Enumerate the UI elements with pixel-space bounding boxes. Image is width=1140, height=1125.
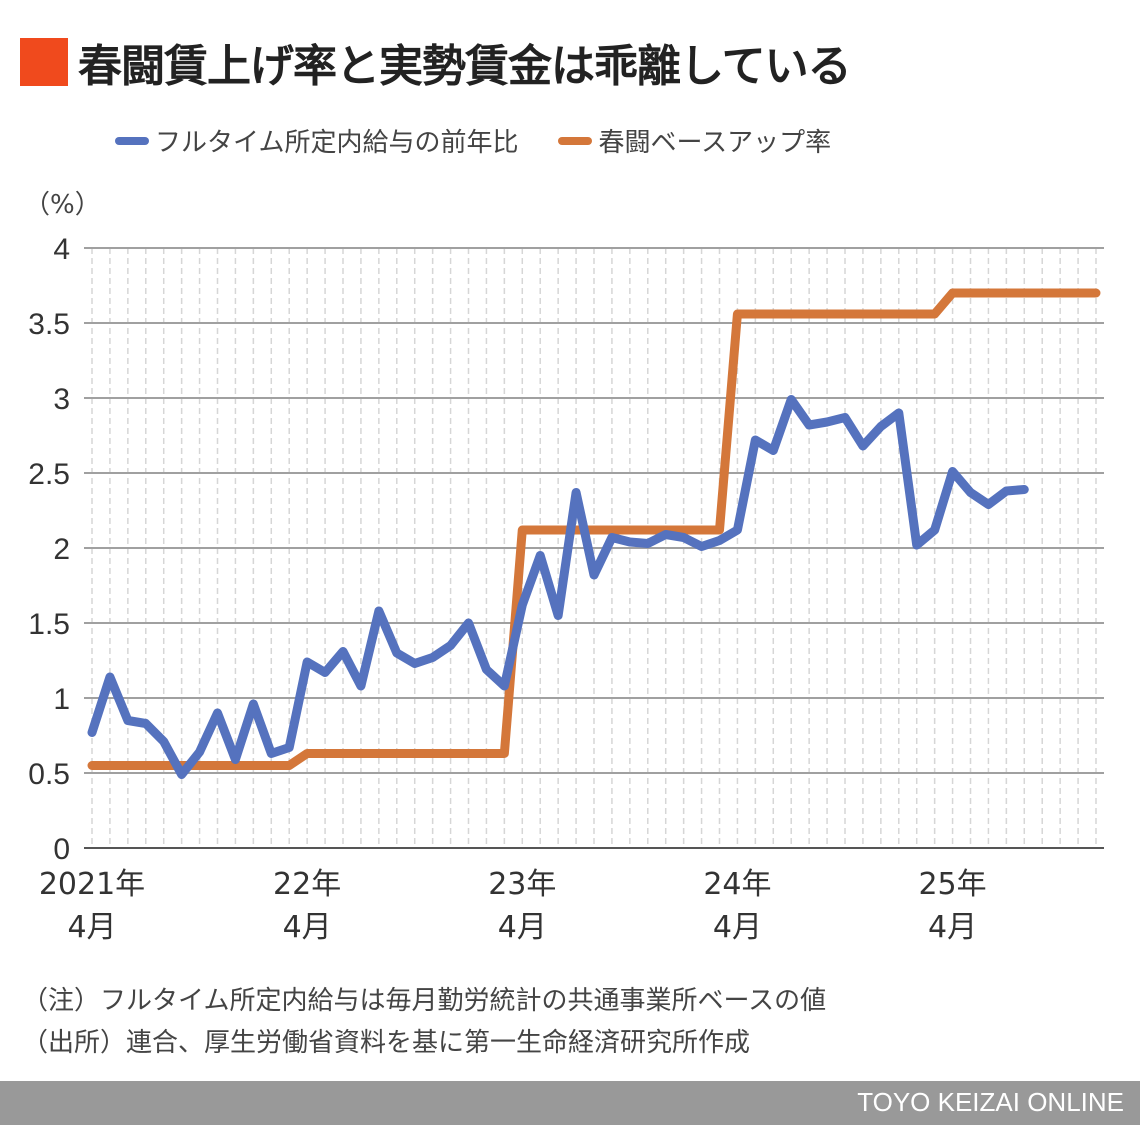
y-tick-label: 3.5 (28, 308, 70, 341)
x-tick-label: 4月 (67, 910, 116, 945)
x-tick-label: 2021年 (39, 867, 145, 902)
x-tick-label: 4月 (283, 910, 332, 945)
y-tick-label: 2 (53, 533, 70, 566)
legend: フルタイム所定内給与の前年比 春闘ベースアップ率 (115, 122, 871, 159)
line-chart: 0 0.5 1 1.5 2 2.5 3 3.5 4 2021年 4月 22年 4月 23年 4月 24年 4月 2… (28, 233, 1104, 945)
y-tick-label: 4 (53, 233, 70, 266)
y-tick-label: 1.5 (28, 608, 70, 641)
legend-item-orange: 春闘ベースアップ率 (558, 122, 831, 159)
title-marker (20, 38, 68, 86)
y-tick-label: 2.5 (28, 458, 70, 491)
x-tick-label: 4月 (498, 910, 547, 945)
y-tick-label: 3 (53, 383, 70, 416)
notes: （注）フルタイム所定内給与は毎月勤労統計の共通事業所ベースの値 （出所）連合、厚… (22, 980, 826, 1064)
y-axis-unit: （%） (24, 190, 101, 220)
note-line: （注）フルタイム所定内給与は毎月勤労統計の共通事業所ベースの値 (22, 986, 827, 1016)
y-tick-label: 1 (53, 683, 70, 716)
legend-swatch-orange (558, 136, 593, 145)
x-tick-label: 4月 (713, 910, 762, 945)
footer-bar: TOYO KEIZAI ONLINE (0, 1081, 1140, 1125)
title-text: 春闘賃上げ率と実勢賃金は乖離している (78, 41, 852, 92)
legend-swatch-blue (115, 136, 149, 145)
legend-label: 春闘ベースアップ率 (598, 128, 832, 158)
y-tick-label: 0 (53, 833, 70, 866)
chart-title: 春闘賃上げ率と実勢賃金は乖離している (20, 30, 852, 94)
source-line: （出所）連合、厚生労働省資料を基に第一生命経済研究所作成 (22, 1028, 751, 1058)
y-tick-label: 0.5 (28, 758, 70, 791)
legend-label: フルタイム所定内給与の前年比 (155, 128, 519, 158)
x-tick-label: 25年 (918, 867, 986, 902)
x-tick-label: 4月 (928, 910, 977, 945)
legend-item-blue: フルタイム所定内給与の前年比 (115, 122, 518, 159)
x-tick-label: 23年 (488, 867, 556, 902)
footer-brand: TOYO KEIZAI ONLINE (857, 1087, 1124, 1117)
x-tick-label: 22年 (273, 867, 341, 902)
x-tick-label: 24年 (703, 867, 771, 902)
